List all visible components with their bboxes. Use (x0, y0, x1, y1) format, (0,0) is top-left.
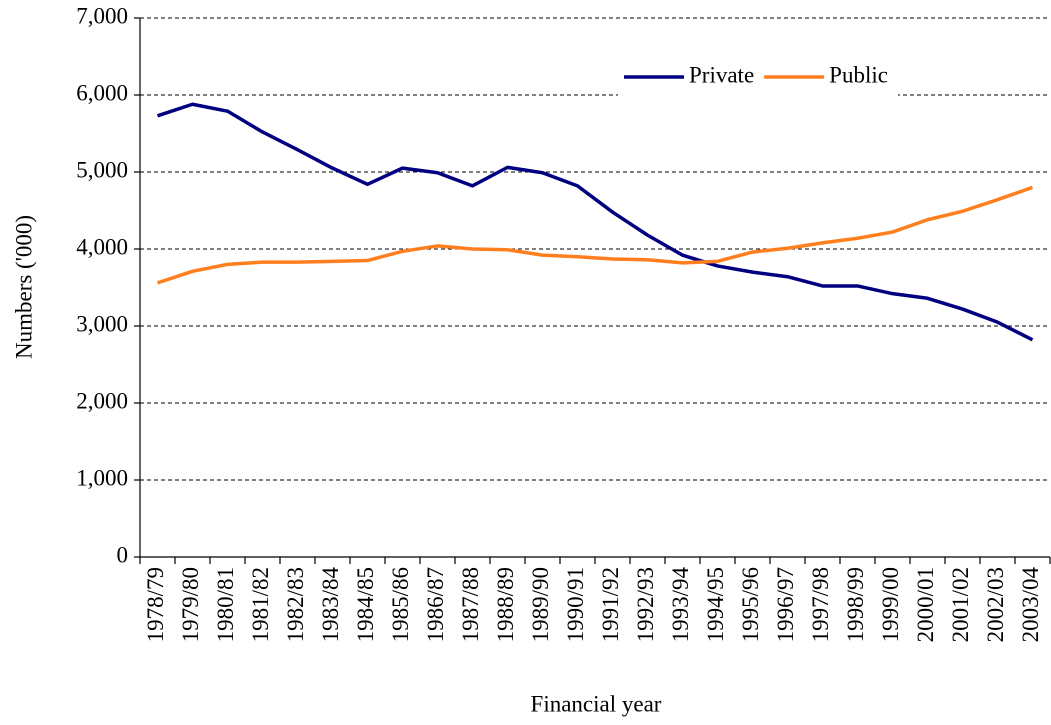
x-tick-label: 1997/98 (808, 567, 833, 642)
x-tick-label: 2001/02 (948, 567, 973, 642)
x-tick-label: 1979/80 (178, 567, 203, 642)
x-tick-label: 1989/90 (528, 567, 553, 642)
y-tick-label: 6,000 (76, 80, 128, 105)
y-tick-label: 7,000 (76, 3, 128, 28)
x-tick-label: 1994/95 (703, 567, 728, 642)
x-tick-label: 1992/93 (633, 567, 658, 642)
x-tick-label: 1996/97 (773, 567, 798, 642)
x-tick-label: 2003/04 (1018, 567, 1043, 643)
x-tick-label: 1980/81 (213, 567, 238, 642)
x-tick-label: 1995/96 (738, 567, 763, 642)
x-tick-label: 1999/00 (878, 567, 903, 642)
series-line (156, 185, 1034, 285)
x-tick-label: 1991/92 (598, 567, 623, 642)
y-tick-label: 5,000 (76, 157, 128, 182)
x-axis-label: Financial year (531, 691, 662, 716)
legend-label: Public (829, 62, 888, 87)
y-tick-label: 2,000 (76, 388, 128, 413)
x-tick-label: 1978/79 (143, 567, 168, 642)
y-tick-label: 1,000 (76, 465, 128, 490)
x-tick-label: 1981/82 (248, 567, 273, 642)
x-tick-label: 1985/86 (388, 567, 413, 642)
y-tick-label: 4,000 (76, 234, 128, 259)
x-tick-label: 1984/85 (353, 567, 378, 642)
x-tick-label: 1982/83 (283, 567, 308, 642)
x-tick-label: 1990/91 (563, 567, 588, 642)
y-axis-label: Numbers ('000) (11, 215, 36, 359)
legend-label: Private (689, 62, 754, 87)
y-tick-label: 3,000 (76, 311, 128, 336)
y-tick-label: 0 (117, 542, 129, 567)
x-tick-label: 1993/94 (668, 567, 693, 643)
x-tick-label: 1998/99 (843, 567, 868, 642)
x-tick-label: 2000/01 (913, 567, 938, 642)
x-tick-label: 1986/87 (423, 567, 448, 642)
x-tick-label: 1988/89 (493, 567, 518, 642)
x-tick-label: 1983/84 (318, 567, 343, 643)
x-tick-label: 1987/88 (458, 567, 483, 642)
x-tick-label: 2002/03 (983, 567, 1008, 642)
series-line (156, 102, 1034, 342)
